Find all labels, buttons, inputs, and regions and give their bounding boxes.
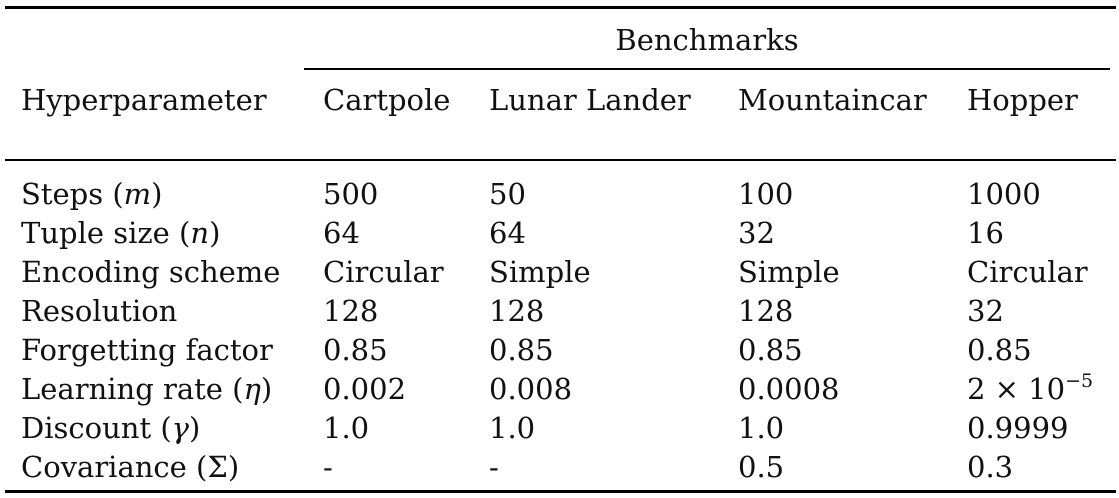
group-header-benchmarks: Benchmarks: [615, 23, 799, 57]
column-header-hyperparameter: Hyperparameter: [21, 83, 267, 117]
row-label: Resolution: [21, 294, 178, 328]
table-cell: -: [323, 450, 333, 484]
row-label: Learning rate (η): [21, 372, 273, 406]
table-cell: 64: [323, 216, 360, 250]
table-cell: 1.0: [738, 411, 785, 445]
table-cell: 128: [323, 294, 379, 328]
row-label: Tuple size (n): [21, 216, 221, 250]
table-cell: -: [489, 450, 499, 484]
table-cell: 0.002: [323, 372, 407, 406]
row-label: Covariance (Σ): [21, 450, 240, 484]
table-cell: 100: [738, 177, 794, 211]
table-cell: 64: [489, 216, 526, 250]
row-label: Steps (m): [21, 177, 163, 211]
table-cell: 0.5: [738, 450, 785, 484]
row-label: Forgetting factor: [21, 333, 273, 367]
column-header-lunar-lander: Lunar Lander: [489, 83, 691, 117]
bottom-rule: [5, 490, 1116, 493]
row-label: Discount (γ): [21, 411, 201, 445]
table-cell: 0.008: [489, 372, 573, 406]
table-cell: Simple: [489, 255, 591, 289]
table-cell: 50: [489, 177, 526, 211]
table-cell: 128: [489, 294, 545, 328]
table-cell: 1.0: [323, 411, 370, 445]
table-cell: 2 × 10−5: [967, 370, 1094, 407]
table-cell: 0.9999: [967, 411, 1069, 445]
table-cell: Circular: [967, 255, 1088, 289]
table-cell: 0.85: [489, 333, 554, 367]
table-cell: 1000: [967, 177, 1041, 211]
table-cell: 0.85: [323, 333, 388, 367]
table-cell: 0.85: [738, 333, 803, 367]
table-cell: 16: [967, 216, 1004, 250]
table-cell: 32: [967, 294, 1004, 328]
table-cell: Simple: [738, 255, 840, 289]
column-header-mountaincar: Mountaincar: [738, 83, 927, 117]
column-header-cartpole: Cartpole: [323, 83, 451, 117]
exponent: −5: [1065, 370, 1094, 392]
benchmarks-underline: [304, 68, 1110, 70]
table-cell: 128: [738, 294, 794, 328]
table-cell: Circular: [323, 255, 444, 289]
top-rule: [5, 6, 1116, 9]
table-cell: 0.85: [967, 333, 1032, 367]
row-label: Encoding scheme: [21, 255, 281, 289]
header-rule: [5, 159, 1116, 161]
column-header-hopper: Hopper: [967, 83, 1078, 117]
table-cell: 500: [323, 177, 379, 211]
table-cell: 1.0: [489, 411, 536, 445]
table-cell: 0.0008: [738, 372, 840, 406]
table-cell: 32: [738, 216, 775, 250]
table-cell: 0.3: [967, 450, 1014, 484]
